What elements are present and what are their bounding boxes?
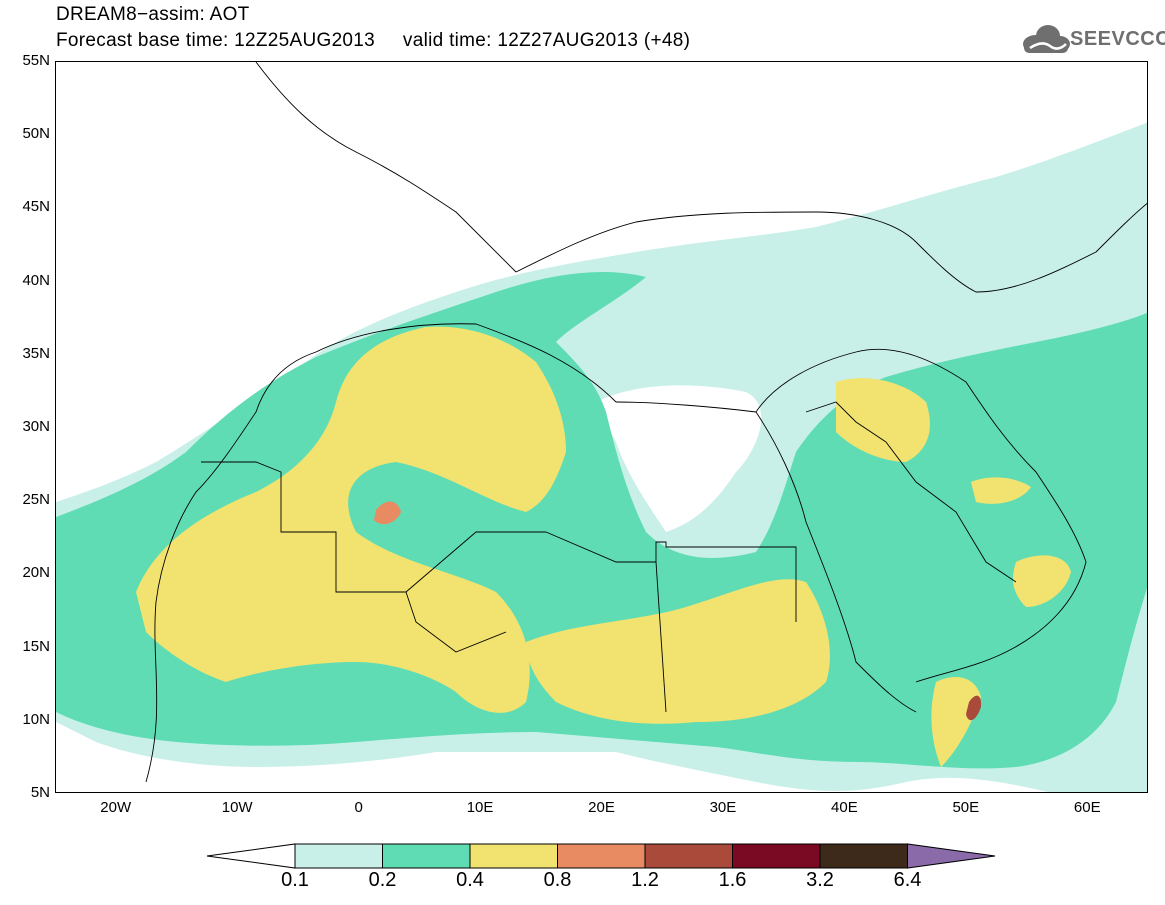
logo-text: SEEVCCC — [1070, 28, 1165, 50]
lat-tick-label: 45N — [22, 198, 50, 216]
colorbar — [206, 843, 996, 869]
forecast-time-subtitle: Forecast base time: 12Z25AUG2013 valid t… — [56, 30, 691, 51]
chart-title: DREAM8−assim: AOT — [56, 4, 250, 25]
colorbar-under-arrow — [206, 843, 296, 869]
map-panel — [55, 61, 1148, 793]
lat-tick-label: 20N — [22, 564, 50, 582]
cloud-logo-icon — [1023, 25, 1070, 53]
lat-tick-label: 35N — [22, 344, 50, 362]
lat-tick-label: 25N — [22, 491, 50, 509]
lat-tick-label: 40N — [22, 271, 50, 289]
lon-tick-label: 50E — [952, 799, 980, 816]
colorbar-swatch — [557, 843, 646, 869]
lon-tick-label: 0 — [354, 799, 363, 816]
lon-tick-label: 20E — [588, 799, 615, 816]
lat-tick-label: 55N — [22, 52, 50, 69]
aot-band-0.8-peak — [374, 501, 401, 525]
colorbar-tick-label: 3.2 — [806, 869, 834, 891]
lon-tick-label: 10W — [221, 799, 253, 816]
lon-tick-label: 40E — [831, 799, 858, 816]
colorbar-tick-label: 0.8 — [543, 869, 572, 891]
colorbar-tick-label: 1.6 — [718, 869, 747, 891]
aot-band-0.4-west — [136, 326, 566, 713]
lon-tick-label: 20W — [100, 799, 132, 816]
colorbar-tick-label: 0.2 — [368, 869, 397, 891]
aot-band-0.4-arabia — [836, 378, 1071, 767]
colorbar-tick-label: 6.4 — [893, 869, 922, 891]
lat-tick-label: 5N — [30, 784, 50, 801]
colorbar-swatch — [294, 843, 383, 869]
lat-tick-label: 50N — [22, 125, 50, 143]
colorbar-swatch — [732, 843, 821, 869]
lon-tick-label: 30E — [709, 799, 737, 816]
colorbar-swatch — [819, 843, 908, 869]
lat-tick-label: 30N — [22, 418, 50, 435]
lon-tick-label: 60E — [1073, 799, 1101, 816]
colorbar-tick-label: 0.1 — [281, 869, 309, 891]
colorbar-over-arrow — [907, 843, 996, 869]
aot-clear-egypt — [596, 385, 762, 532]
colorbar-tick-label: 0.4 — [456, 869, 484, 891]
colorbar-swatch — [469, 843, 558, 869]
lat-tick-label: 15N — [22, 637, 50, 655]
aot-band-0.4-east — [526, 579, 830, 724]
lon-tick-label: 10E — [466, 799, 494, 816]
aot-map — [56, 62, 1147, 792]
aot-band-1.2-peak — [966, 695, 982, 721]
lat-tick-label: 10N — [22, 710, 50, 728]
aot-clear-europe — [56, 62, 1147, 502]
colorbar-swatch — [644, 843, 733, 869]
colorbar-swatch — [382, 843, 471, 869]
colorbar-tick-label: 1.2 — [631, 869, 659, 891]
